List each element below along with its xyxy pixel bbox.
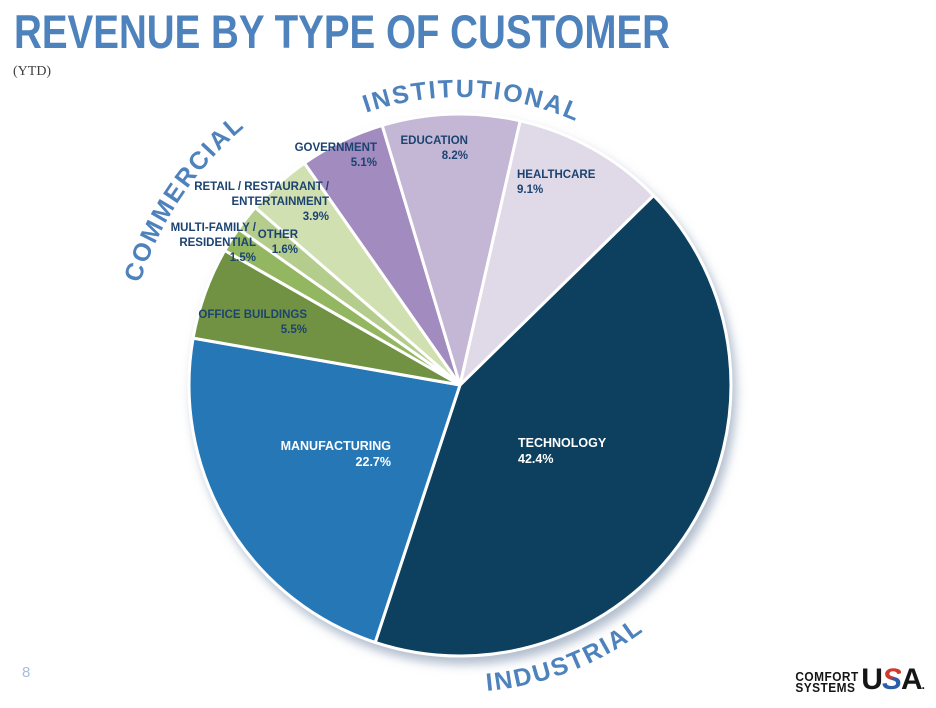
logo-line2: SYSTEMS xyxy=(794,680,856,695)
slice-label-percent: 5.5% xyxy=(280,324,307,336)
slice-label-manufacturing: MANUFACTURING 22.7% xyxy=(281,438,391,470)
slice-label-text: MANUFACTURING xyxy=(280,439,391,453)
logo-usa-s-swoosh: S xyxy=(881,663,902,696)
logo-wordmark: COMFORT SYSTEMS xyxy=(794,670,859,695)
pie-slice-healthcare xyxy=(458,119,656,387)
slice-label-multi-family-residential: MULTI-FAMILY / RESIDENTIAL 1.5% xyxy=(171,221,256,266)
logo-line1: COMFORT xyxy=(794,670,859,684)
slice-label-text: EDUCATION xyxy=(400,135,468,147)
logo-usa-a: A xyxy=(900,663,923,696)
slice-label-office-buildings: OFFICE BUILDINGS 5.5% xyxy=(198,308,307,338)
logo-registered-mark: . xyxy=(921,678,926,692)
slice-label-government: GOVERNMENT 5.1% xyxy=(295,141,377,171)
slice-label-percent: 9.1% xyxy=(517,184,544,196)
slice-label-text: GOVERNMENT xyxy=(294,142,377,154)
slice-label-percent: 3.9% xyxy=(302,211,329,223)
pie-slice-education xyxy=(380,112,522,387)
slice-label-text: RETAIL / RESTAURANT / xyxy=(194,181,329,193)
logo-usa-u: U xyxy=(861,663,883,696)
slice-label-text: MULTI-FAMILY / xyxy=(170,222,256,234)
pie-slices xyxy=(187,112,733,658)
slice-label-percent: 5.1% xyxy=(350,157,377,169)
slice-label-percent: 1.6% xyxy=(271,244,298,256)
page-number: 8 xyxy=(22,664,31,681)
slice-label-percent: 42.4% xyxy=(518,452,554,466)
slice-label-text: HEALTHCARE xyxy=(517,169,596,181)
pie-slice-technology xyxy=(373,193,733,658)
slice-label-retail-restaurant-entertainment: RETAIL / RESTAURANT / ENTERTAINMENT 3.9% xyxy=(194,180,329,225)
slice-label-text: ENTERTAINMENT xyxy=(231,196,329,208)
slice-label-text: OFFICE BUILDINGS xyxy=(198,309,307,321)
slice-label-other: OTHER 1.6% xyxy=(258,228,298,258)
slice-label-text: RESIDENTIAL xyxy=(179,237,256,249)
slice-label-healthcare: HEALTHCARE 9.1% xyxy=(517,168,595,198)
slice-label-percent: 22.7% xyxy=(355,455,391,469)
page-title: REVENUE BY TYPE OF CUSTOMER xyxy=(14,5,671,58)
pie-slice-manufacturing xyxy=(187,336,462,644)
slice-label-percent: 8.2% xyxy=(441,150,468,162)
page-subtitle: (YTD) xyxy=(13,64,52,79)
slice-label-education: EDUCATION 8.2% xyxy=(400,134,468,164)
slice-label-percent: 1.5% xyxy=(229,252,256,264)
slice-label-technology: TECHNOLOGY 42.4% xyxy=(518,435,606,467)
slice-label-text: OTHER xyxy=(257,229,298,241)
slice-label-text: TECHNOLOGY xyxy=(518,436,607,450)
